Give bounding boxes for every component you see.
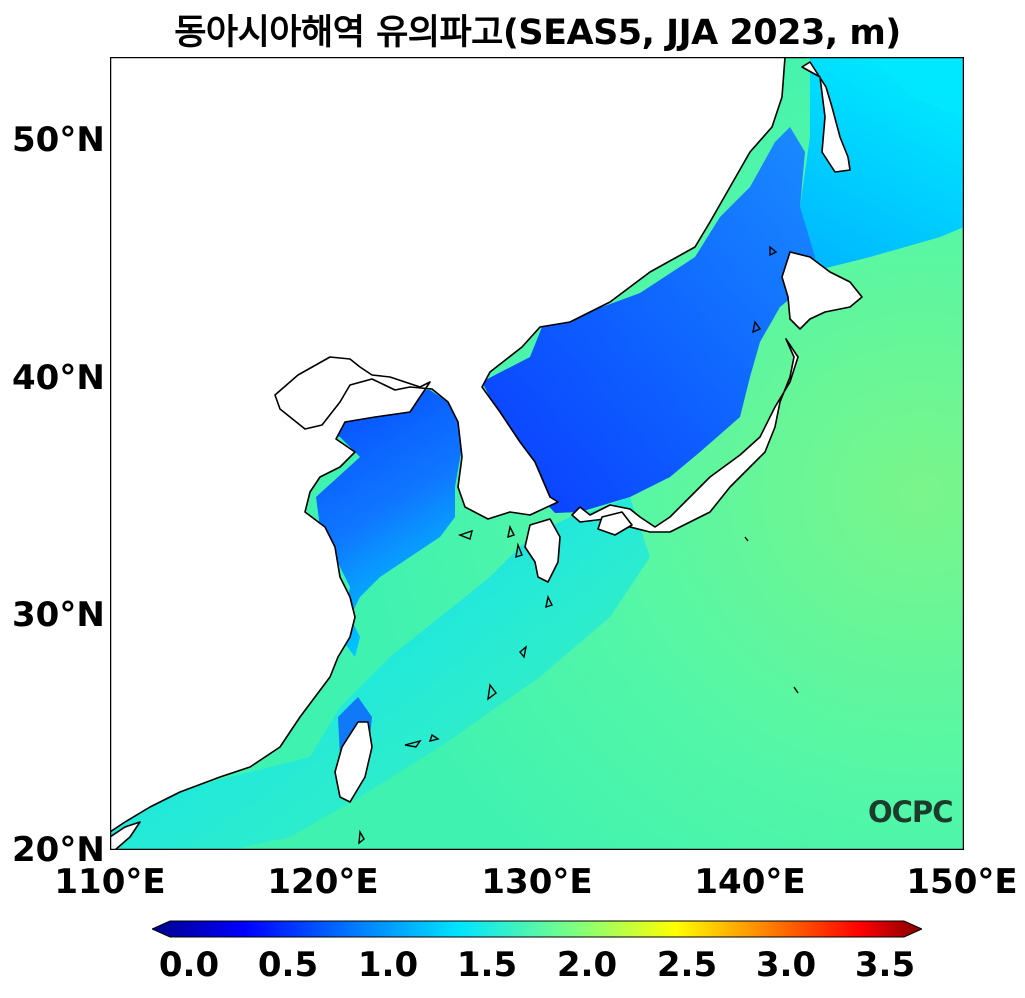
ocpc-logo: OCPC xyxy=(868,795,953,829)
okhotsk-highlight xyxy=(870,57,964,117)
lon-tick-110: 110°E xyxy=(54,862,166,902)
taiwan-island xyxy=(334,721,373,803)
small-islands xyxy=(358,245,799,845)
colorbar-label-7: 3.5 xyxy=(854,945,916,985)
colorbar-svg xyxy=(150,920,924,938)
colorbar-label-4: 2.0 xyxy=(556,945,618,985)
lon-tick-150: 150°E xyxy=(906,862,1018,902)
colorbar-label-5: 2.5 xyxy=(656,945,718,985)
wave-height-map xyxy=(110,57,964,850)
okhotsk-sea-field xyxy=(800,57,964,272)
map-svg xyxy=(110,57,964,850)
east-china-sea-field xyxy=(110,497,650,850)
sakhalin-island xyxy=(801,61,851,173)
hokkaido-island xyxy=(781,251,863,330)
lat-tick-20: 20°N xyxy=(12,830,105,870)
east-sea-field xyxy=(482,127,815,513)
lon-tick-140: 140°E xyxy=(694,862,806,902)
colorbar-label-6: 3.0 xyxy=(755,945,817,985)
lon-tick-130: 130°E xyxy=(481,862,593,902)
colorbar xyxy=(150,920,924,938)
shikoku-island xyxy=(597,511,633,536)
colorbar-label-2: 1.0 xyxy=(357,945,419,985)
south-china-coast xyxy=(110,821,141,850)
coastlines xyxy=(110,57,863,850)
colorbar-label-1: 0.5 xyxy=(257,945,319,985)
asian-mainland xyxy=(110,57,786,833)
lat-tick-50: 50°N xyxy=(12,120,105,160)
lat-tick-30: 30°N xyxy=(12,595,105,635)
lat-tick-40: 40°N xyxy=(12,358,105,398)
yellow-sea-field xyxy=(282,382,462,657)
colorbar-label-0: 0.0 xyxy=(158,945,220,985)
kyushu-island xyxy=(524,518,561,583)
colorbar-gradient xyxy=(150,920,924,938)
map-title: 동아시아해역 유의파고(SEAS5, JJA 2023, m) xyxy=(174,13,901,53)
honshu-island xyxy=(571,338,799,533)
lon-tick-120: 120°E xyxy=(267,862,379,902)
colorbar-label-3: 1.5 xyxy=(456,945,518,985)
map-frame xyxy=(110,57,964,850)
